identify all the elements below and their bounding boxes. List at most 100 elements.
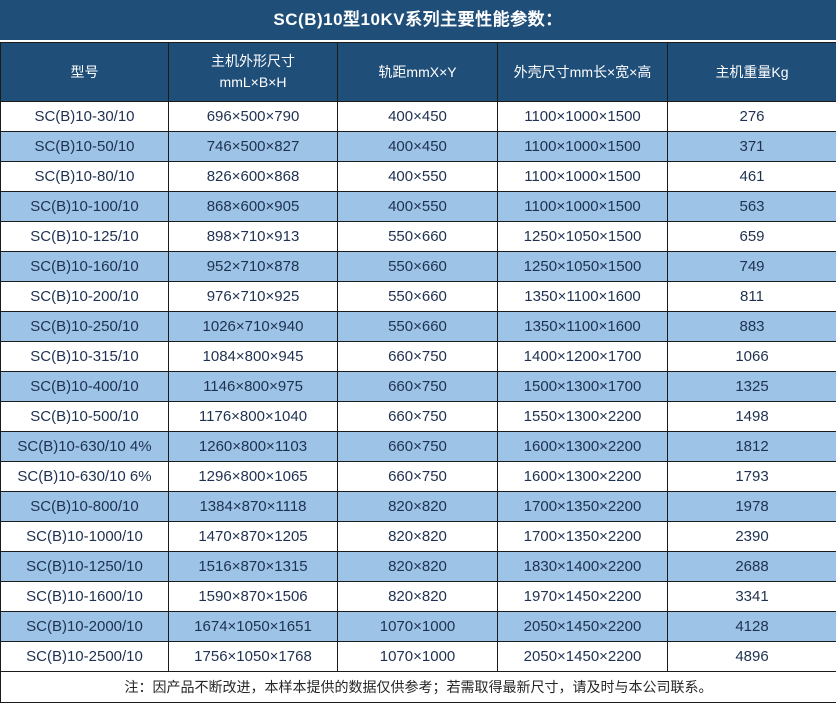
header-model: 型号	[0, 42, 169, 102]
rail-gauge-cell: 400×450	[337, 131, 498, 162]
weight-cell: 749	[667, 251, 836, 282]
main-dimensions-cell: 1384×870×1118	[168, 491, 338, 522]
model-cell: SC(B)10-160/10	[0, 251, 169, 282]
table-row: SC(B)10-1250/10 1516×870×1315 820×820 1830×…	[0, 551, 836, 582]
model-cell: SC(B)10-200/10	[0, 281, 169, 312]
main-dimensions-cell: 1674×1050×1651	[168, 611, 338, 642]
main-dimensions-cell: 746×500×827	[168, 131, 338, 162]
rail-gauge-cell: 550×660	[337, 281, 498, 312]
shell-dimensions-cell: 1600×1300×2200	[497, 431, 668, 462]
main-dimensions-cell: 952×710×878	[168, 251, 338, 282]
note-row: 注：因产品不断改进，本样本提供的数据仅供参考；若需取得最新尺寸，请及时与本公司联…	[0, 671, 836, 703]
rail-gauge-cell: 820×820	[337, 551, 498, 582]
weight-cell: 811	[667, 281, 836, 312]
weight-cell: 461	[667, 161, 836, 192]
rail-gauge-cell: 660×750	[337, 371, 498, 402]
footnote: 注：因产品不断改进，本样本提供的数据仅供参考；若需取得最新尺寸，请及时与本公司联…	[0, 671, 836, 703]
shell-dimensions-cell: 1250×1050×1500	[497, 251, 668, 282]
page-title: SC(B)10型10KV系列主要性能参数：	[0, 0, 836, 40]
weight-cell: 276	[667, 101, 836, 132]
header-weight-label: 主机重量Kg	[715, 63, 789, 80]
model-cell: SC(B)10-315/10	[0, 341, 169, 372]
main-dimensions-cell: 976×710×925	[168, 281, 338, 312]
main-dimensions-cell: 1260×800×1103	[168, 431, 338, 462]
weight-cell: 4896	[667, 641, 836, 672]
table-row: SC(B)10-500/10 1176×800×1040 660×750 1550×1…	[0, 401, 836, 432]
weight-cell: 1498	[667, 401, 836, 432]
table-row: SC(B)10-1600/10 1590×870×1506 820×820 1970×…	[0, 581, 836, 612]
header-main-dimensions-line2: mmL×B×H	[219, 74, 287, 90]
model-cell: SC(B)10-1600/10	[0, 581, 169, 612]
weight-cell: 1066	[667, 341, 836, 372]
weight-cell: 371	[667, 131, 836, 162]
model-cell: SC(B)10-250/10	[0, 311, 169, 342]
model-cell: SC(B)10-630/10 6%	[0, 461, 169, 492]
header-model-label: 型号	[70, 63, 99, 80]
weight-cell: 1812	[667, 431, 836, 462]
main-dimensions-cell: 1756×1050×1768	[168, 641, 338, 672]
main-dimensions-cell: 1176×800×1040	[168, 401, 338, 432]
header-shell-dimensions-label: 外壳尺寸mm长×宽×高	[513, 63, 652, 80]
table-body: SC(B)10-30/10 696×500×790 400×450 1100×1000…	[0, 101, 836, 672]
table-row: SC(B)10-630/10 4% 1260×800×1103 660×750 160…	[0, 431, 836, 462]
header-rail-gauge-label: 轨距mmX×Y	[378, 63, 457, 80]
weight-cell: 3341	[667, 581, 836, 612]
shell-dimensions-cell: 2050×1450×2200	[497, 611, 668, 642]
model-cell: SC(B)10-50/10	[0, 131, 169, 162]
rail-gauge-cell: 400×550	[337, 161, 498, 192]
rail-gauge-cell: 550×660	[337, 251, 498, 282]
main-dimensions-cell: 826×600×868	[168, 161, 338, 192]
shell-dimensions-cell: 1350×1100×1600	[497, 281, 668, 312]
rail-gauge-cell: 820×820	[337, 521, 498, 552]
shell-dimensions-cell: 1400×1200×1700	[497, 341, 668, 372]
table-header: 型号 主机外形尺寸 mmL×B×H 轨距mmX×Y 外壳尺寸mm长×宽×高 主机…	[0, 42, 836, 102]
table-row: SC(B)10-2000/10 1674×1050×1651 1070×1000 20…	[0, 611, 836, 642]
shell-dimensions-cell: 1100×1000×1500	[497, 161, 668, 192]
weight-cell: 563	[667, 191, 836, 222]
weight-cell: 4128	[667, 611, 836, 642]
header-rail-gauge: 轨距mmX×Y	[337, 42, 498, 102]
rail-gauge-cell: 400×550	[337, 191, 498, 222]
main-dimensions-cell: 868×600×905	[168, 191, 338, 222]
rail-gauge-cell: 820×820	[337, 581, 498, 612]
rail-gauge-cell: 660×750	[337, 431, 498, 462]
main-dimensions-cell: 696×500×790	[168, 101, 338, 132]
header-weight: 主机重量Kg	[667, 42, 836, 102]
main-dimensions-cell: 1146×800×975	[168, 371, 338, 402]
table-row: SC(B)10-100/10 868×600×905 400×550 1100×100…	[0, 191, 836, 222]
table-row: SC(B)10-250/10 1026×710×940 550×660 1350×11…	[0, 311, 836, 342]
shell-dimensions-cell: 1970×1450×2200	[497, 581, 668, 612]
table-row: SC(B)10-50/10 746×500×827 400×450 1100×1000…	[0, 131, 836, 162]
header-row: 型号 主机外形尺寸 mmL×B×H 轨距mmX×Y 外壳尺寸mm长×宽×高 主机…	[0, 42, 836, 102]
shell-dimensions-cell: 1100×1000×1500	[497, 101, 668, 132]
weight-cell: 659	[667, 221, 836, 252]
rail-gauge-cell: 550×660	[337, 311, 498, 342]
table-row: SC(B)10-315/10 1084×800×945 660×750 1400×12…	[0, 341, 836, 372]
shell-dimensions-cell: 1100×1000×1500	[497, 131, 668, 162]
model-cell: SC(B)10-630/10 4%	[0, 431, 169, 462]
shell-dimensions-cell: 1500×1300×1700	[497, 371, 668, 402]
header-main-dimensions-line1: 主机外形尺寸	[211, 53, 295, 69]
main-dimensions-cell: 898×710×913	[168, 221, 338, 252]
model-cell: SC(B)10-2000/10	[0, 611, 169, 642]
table-row: SC(B)10-200/10 976×710×925 550×660 1350×110…	[0, 281, 836, 312]
model-cell: SC(B)10-2500/10	[0, 641, 169, 672]
shell-dimensions-cell: 1700×1350×2200	[497, 491, 668, 522]
rail-gauge-cell: 1070×1000	[337, 641, 498, 672]
table-row: SC(B)10-400/10 1146×800×975 660×750 1500×13…	[0, 371, 836, 402]
shell-dimensions-cell: 1350×1100×1600	[497, 311, 668, 342]
main-dimensions-cell: 1026×710×940	[168, 311, 338, 342]
rail-gauge-cell: 550×660	[337, 221, 498, 252]
shell-dimensions-cell: 1250×1050×1500	[497, 221, 668, 252]
spec-table: 型号 主机外形尺寸 mmL×B×H 轨距mmX×Y 外壳尺寸mm长×宽×高 主机…	[0, 42, 836, 703]
table-row: SC(B)10-160/10 952×710×878 550×660 1250×105…	[0, 251, 836, 282]
weight-cell: 2390	[667, 521, 836, 552]
model-cell: SC(B)10-30/10	[0, 101, 169, 132]
table-row: SC(B)10-30/10 696×500×790 400×450 1100×1000…	[0, 101, 836, 132]
main-dimensions-cell: 1296×800×1065	[168, 461, 338, 492]
model-cell: SC(B)10-80/10	[0, 161, 169, 192]
model-cell: SC(B)10-500/10	[0, 401, 169, 432]
table-row: SC(B)10-80/10 826×600×868 400×550 1100×1000…	[0, 161, 836, 192]
main-dimensions-cell: 1590×870×1506	[168, 581, 338, 612]
